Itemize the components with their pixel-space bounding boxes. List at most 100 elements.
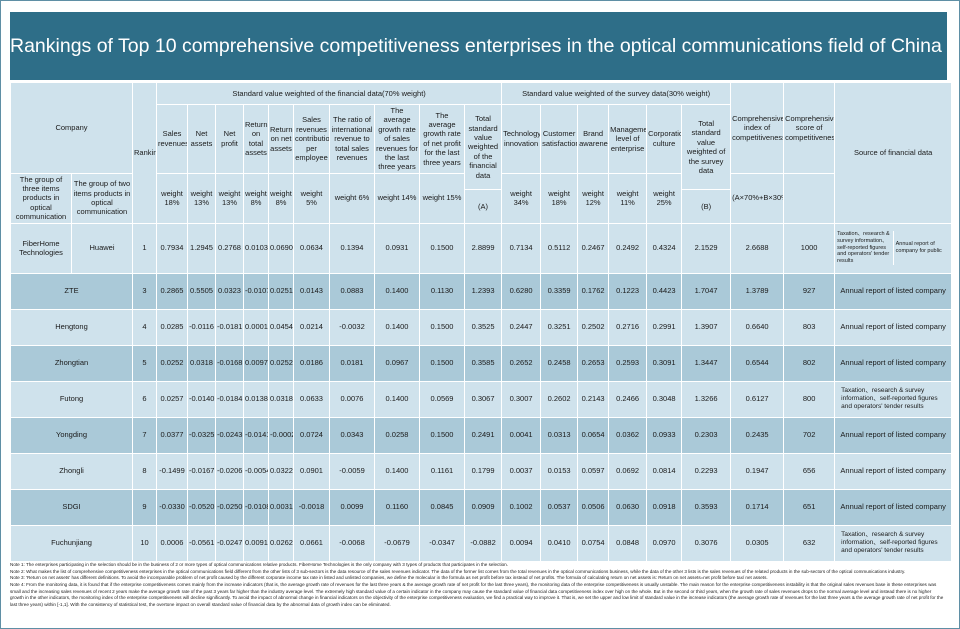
net-assets-header: Net assets <box>187 104 217 174</box>
value-cell: 0.3067 <box>464 380 503 418</box>
notes-section: Note 1: The enterprises participating in… <box>10 562 945 609</box>
value-cell: 632 <box>783 524 836 562</box>
value-cell: 0.0041 <box>501 416 542 454</box>
value-cell: 0.1500 <box>419 222 466 274</box>
value-cell: 0.0037 <box>501 452 542 490</box>
value-cell: 1.7047 <box>681 272 732 310</box>
rank-cell: 9 <box>132 488 158 526</box>
value-cell: 656 <box>783 452 836 490</box>
value-cell: 0.2865 <box>156 272 189 310</box>
total-survey-header: Total standard value weighted of the sur… <box>681 103 732 191</box>
company-cell: Zhongli <box>9 452 134 490</box>
source-cell-part: Annual report of company for public <box>895 241 942 254</box>
net-profit-header: Net profit <box>215 104 245 174</box>
value-cell: 0.4423 <box>646 272 683 310</box>
value-cell: -0.0347 <box>419 524 466 562</box>
table-row: Hengtong 4 0.0285 -0.0116 -0.0181 0.0001 0.045… <box>9 308 953 346</box>
source-cell: Annual report of listed company <box>834 452 953 490</box>
value-cell: 0.1394 <box>329 222 376 274</box>
value-cell: 0.4324 <box>646 222 683 274</box>
weight-mgmt: weight 11% <box>608 172 648 224</box>
value-cell: 0.3359 <box>540 272 579 310</box>
value-cell: -0.0184 <box>215 380 245 418</box>
value-cell: 0.0258 <box>374 416 421 454</box>
value-cell: 0.0967 <box>374 344 421 382</box>
culture-header: Corporation culture <box>646 104 683 174</box>
value-cell: 0.0814 <box>646 452 683 490</box>
comp-index-header: Comprehensive index of competitiveness <box>730 82 785 174</box>
value-cell: 0.1002 <box>501 488 542 526</box>
value-cell: 0.0970 <box>646 524 683 562</box>
rank-cell: 5 <box>132 344 158 382</box>
rank-cell: 7 <box>132 416 158 454</box>
value-cell: 0.3585 <box>464 344 503 382</box>
value-cell: 0.2447 <box>501 308 542 346</box>
value-cell: 0.1223 <box>608 272 648 310</box>
survey-label: (B) <box>681 189 732 224</box>
value-cell: 0.2293 <box>681 452 732 490</box>
company-cell: Futong <box>9 380 134 418</box>
rank-cell: 8 <box>132 452 158 490</box>
value-cell: 0.2768 <box>215 222 245 274</box>
value-cell: 1.2393 <box>464 272 503 310</box>
value-cell: 0.0313 <box>540 416 579 454</box>
weight-net-profit: weight 13% <box>215 172 245 224</box>
satisfaction-header: Customer satisfaction <box>540 104 579 174</box>
value-cell: 0.2466 <box>608 380 648 418</box>
note: Note 1: The enterprises participating in… <box>10 562 509 567</box>
value-cell: 0.0153 <box>540 452 579 490</box>
value-cell: 0.0634 <box>293 222 331 274</box>
brand-header: Brand awareness <box>577 104 610 174</box>
rank-cell: 10 <box>132 524 158 562</box>
table-row: FiberHome Technologies Huawei 1 0.7934 1… <box>10 222 953 274</box>
tech-header: Technology innovation <box>501 104 542 174</box>
value-cell: 0.0138 <box>243 380 270 418</box>
value-cell: 0.1400 <box>374 452 421 490</box>
rank-cell: 1 <box>132 222 158 274</box>
value-cell: 0.1799 <box>464 452 503 490</box>
value-cell: -0.0116 <box>187 308 217 346</box>
value-cell: 0.0181 <box>329 344 376 382</box>
table-row: Fuchunjiang 10 0.0006 -0.0561 -0.0247 0.0091 0… <box>9 524 953 562</box>
value-cell: -0.0002 <box>268 416 295 454</box>
value-cell: 0.2435 <box>730 416 785 454</box>
value-cell: 0.0848 <box>608 524 648 562</box>
source-cell: Taxation、research & survey information、s… <box>834 524 953 562</box>
company-cell: ZTE <box>9 272 134 310</box>
value-cell: 0.2303 <box>681 416 732 454</box>
value-cell: 0.1400 <box>374 308 421 346</box>
value-cell: 0.0661 <box>293 524 331 562</box>
value-cell: 800 <box>783 380 836 418</box>
value-cell: 0.0692 <box>608 452 648 490</box>
value-cell: 2.6688 <box>730 222 785 274</box>
value-cell: 0.7134 <box>501 222 542 274</box>
value-cell: 0.0901 <box>293 452 331 490</box>
rankings-table: Company Ranking Standard value weighted … <box>9 82 953 562</box>
value-cell: 0.2492 <box>608 222 648 274</box>
company-cell: Hengtong <box>9 308 134 346</box>
value-cell: 0.2502 <box>577 308 610 346</box>
value-cell: 0.2602 <box>540 380 579 418</box>
value-cell: 0.0724 <box>293 416 331 454</box>
company-cell: SDGI <box>9 488 134 526</box>
value-cell: 0.2593 <box>608 344 648 382</box>
value-cell: 0.2653 <box>577 344 610 382</box>
ranking-header: Ranking <box>132 82 158 224</box>
value-cell: 0.1161 <box>419 452 466 490</box>
weight-rta: weight 8% <box>243 172 270 224</box>
value-cell: -0.0059 <box>329 452 376 490</box>
intl-ratio-header: The ratio of international revenue to to… <box>329 104 376 174</box>
value-cell: 0.0006 <box>156 524 189 562</box>
value-cell: 0.1400 <box>374 380 421 418</box>
value-cell: 0.0001 <box>243 308 270 346</box>
value-cell: 0.0285 <box>156 308 189 346</box>
rank-cell: 4 <box>132 308 158 346</box>
page-title: Rankings of Top 10 comprehensive competi… <box>10 12 947 80</box>
value-cell: 0.0633 <box>293 380 331 418</box>
value-cell: 0.2716 <box>608 308 648 346</box>
company-cell: FiberHome Technologies <box>10 222 72 274</box>
table-row: Zhongtian 5 0.0252 0.0318 -0.0168 0.0097 0.025… <box>9 344 953 382</box>
value-cell: -0.0520 <box>187 488 217 526</box>
value-cell: -0.0325 <box>187 416 217 454</box>
value-cell: 0.0322 <box>268 452 295 490</box>
